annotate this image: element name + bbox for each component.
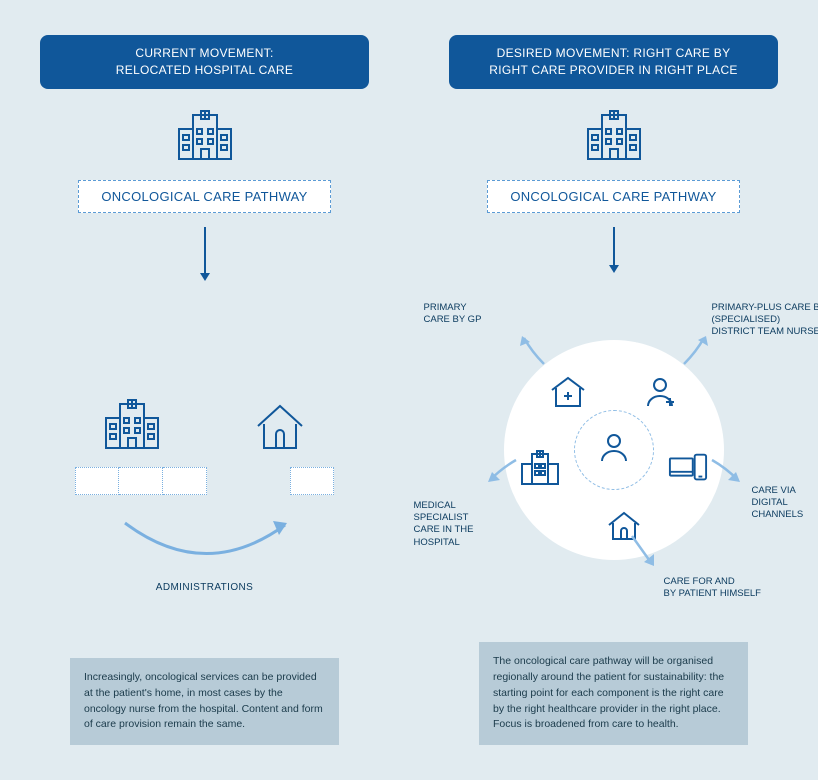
right-panel: DESIRED MOVEMENT: RIGHT CARE BY RIGHT CA… xyxy=(409,0,818,780)
left-icons-row xyxy=(0,398,409,457)
curved-arrow-icon xyxy=(0,503,409,578)
dotted-box xyxy=(119,467,163,495)
label-nurse: PRIMARY-PLUS CARE BY (SPECIALISED) DISTR… xyxy=(712,302,818,339)
person-icon xyxy=(598,431,630,468)
left-description: Increasingly, oncological services can b… xyxy=(70,658,339,745)
left-pathway-box: ONCOLOGICAL CARE PATHWAY xyxy=(78,180,330,213)
right-header: DESIRED MOVEMENT: RIGHT CARE BY RIGHT CA… xyxy=(449,35,778,89)
dotted-box xyxy=(290,467,334,495)
dotted-boxes-row xyxy=(75,467,334,495)
right-description: The oncological care pathway will be org… xyxy=(479,642,748,745)
house-icon xyxy=(604,506,644,546)
house-icon xyxy=(252,400,308,457)
right-header-l2: RIGHT CARE PROVIDER IN RIGHT PLACE xyxy=(489,63,737,77)
right-pathway-box: ONCOLOGICAL CARE PATHWAY xyxy=(487,180,739,213)
administrations-label: ADMINISTRATIONS xyxy=(0,582,409,593)
down-arrow-icon xyxy=(0,225,409,288)
nurse-icon xyxy=(640,372,680,412)
label-digital: CARE VIA DIGITAL CHANNELS xyxy=(752,485,818,522)
down-arrow-icon xyxy=(409,225,818,280)
left-header-l1: CURRENT MOVEMENT: xyxy=(135,46,273,60)
devices-icon xyxy=(668,448,708,488)
dotted-box xyxy=(163,467,207,495)
inner-ring xyxy=(574,410,654,490)
label-gp: PRIMARY CARE BY GP xyxy=(424,302,544,327)
left-header-l2: RELOCATED HOSPITAL CARE xyxy=(116,63,293,77)
right-header-l1: DESIRED MOVEMENT: RIGHT CARE BY xyxy=(497,46,731,60)
hospital-icon xyxy=(520,448,560,488)
label-self: CARE FOR AND BY PATIENT HIMSELF xyxy=(664,576,784,601)
hospital-icon xyxy=(409,109,818,168)
dotted-box xyxy=(75,467,119,495)
left-header: CURRENT MOVEMENT: RELOCATED HOSPITAL CAR… xyxy=(40,35,369,89)
left-panel: CURRENT MOVEMENT: RELOCATED HOSPITAL CAR… xyxy=(0,0,409,780)
hospital-icon xyxy=(0,109,409,168)
clinic-icon xyxy=(548,372,588,412)
care-ring: PRIMARY CARE BY GP PRIMARY-PLUS CARE BY … xyxy=(474,310,754,590)
label-hospital: MEDICAL SPECIALIST CARE IN THE HOSPITAL xyxy=(414,500,534,549)
hospital-icon xyxy=(102,398,162,457)
